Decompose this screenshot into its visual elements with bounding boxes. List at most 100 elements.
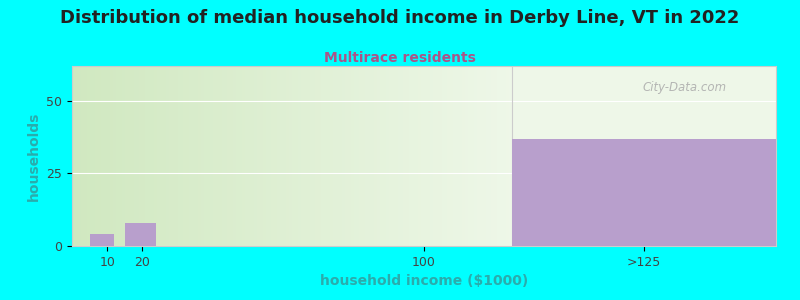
Bar [386,66,389,246]
Bar [178,66,181,246]
Bar [412,66,415,246]
Bar [371,66,374,246]
Bar [90,66,93,246]
Bar [260,66,262,246]
Bar [262,66,266,246]
Bar [398,66,401,246]
Bar [102,66,104,246]
Bar [146,66,148,246]
Bar [174,66,178,246]
Bar [198,66,201,246]
Bar [322,66,324,246]
Bar [465,66,468,246]
Bar [280,66,283,246]
Bar [84,66,86,246]
Bar [107,66,110,246]
Bar [315,66,318,246]
Y-axis label: households: households [26,111,41,201]
Bar [306,66,310,246]
Bar [359,66,362,246]
Bar [110,66,113,246]
Bar [160,66,163,246]
Bar [304,66,306,246]
Bar [447,66,450,246]
Bar [169,66,172,246]
Bar [151,66,154,246]
Bar [157,66,160,246]
Bar [433,66,436,246]
Bar [310,66,313,246]
Bar [137,66,139,246]
Bar [421,66,424,246]
Bar [506,66,509,246]
Bar [392,66,394,246]
Bar [456,66,459,246]
Bar [394,66,398,246]
Bar [362,66,366,246]
Bar [269,66,271,246]
Bar [494,66,498,246]
Bar [75,66,78,246]
Bar [125,223,157,246]
Text: City-Data.com: City-Data.com [642,81,726,94]
Bar [93,66,95,246]
Bar [486,66,489,246]
Bar [266,66,269,246]
Bar [454,66,456,246]
Bar [78,66,81,246]
Bar [342,66,345,246]
Bar [192,66,195,246]
Bar [348,66,350,246]
Bar [245,66,248,246]
Bar [183,66,186,246]
Bar [377,66,380,246]
Bar [301,66,304,246]
Bar [368,66,371,246]
Bar [438,66,442,246]
Bar [292,66,295,246]
Bar [251,66,254,246]
Bar [289,66,292,246]
Bar [468,66,471,246]
Bar [163,66,166,246]
Bar [195,66,198,246]
Bar [401,66,403,246]
Text: Multirace residents: Multirace residents [324,51,476,65]
Bar [477,66,480,246]
Bar [503,66,506,246]
Bar [354,66,357,246]
Bar [242,66,245,246]
Bar [181,66,183,246]
Bar [186,66,190,246]
Bar [350,66,354,246]
Bar [218,66,222,246]
Bar [389,66,392,246]
Bar [471,66,474,246]
Bar [225,66,227,246]
Bar [357,66,359,246]
Bar [480,66,482,246]
Bar [283,66,286,246]
Bar [339,66,342,246]
Bar [216,66,218,246]
Bar [230,66,234,246]
Bar [227,66,230,246]
Bar [234,66,236,246]
Bar [239,66,242,246]
Bar [345,66,348,246]
Bar [324,66,327,246]
Bar [327,66,330,246]
Bar [330,66,333,246]
Bar [489,66,491,246]
Bar [415,66,418,246]
Bar [207,66,210,246]
Bar [271,66,274,246]
Bar [148,66,151,246]
Bar [509,66,512,246]
Bar [72,66,75,246]
Bar [139,66,142,246]
Bar [424,66,427,246]
Bar [190,66,192,246]
Bar [286,66,289,246]
Bar [278,66,280,246]
